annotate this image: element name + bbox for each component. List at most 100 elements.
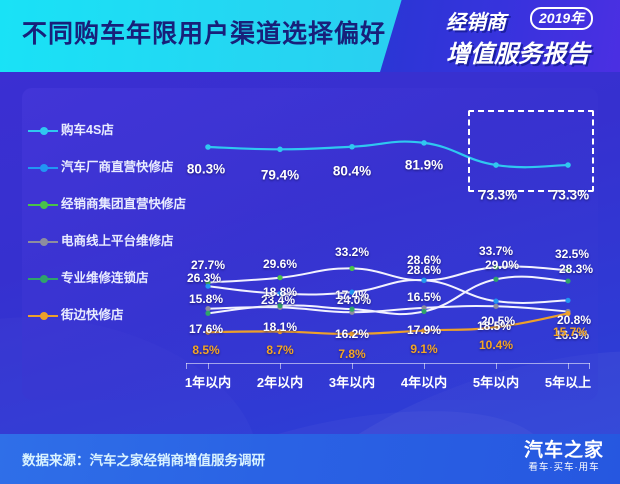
data-point-marker (421, 277, 427, 283)
data-label: 15.7% (552, 324, 588, 339)
data-point-marker (349, 143, 355, 150)
legend-marker-icon (28, 126, 58, 136)
data-point-marker (349, 289, 355, 295)
x-axis-label: 1年以内 (184, 375, 232, 390)
data-point-marker (205, 329, 211, 335)
header-blue-band (380, 0, 620, 72)
data-point-marker (493, 324, 499, 330)
data-point-marker (493, 298, 499, 304)
x-axis-tick (496, 363, 497, 369)
data-label: 27.7% (190, 257, 226, 272)
data-label: 23.4% (260, 292, 296, 307)
data-point-marker (565, 267, 571, 273)
x-axis-label: 3年以内 (328, 375, 376, 390)
data-point-marker (349, 265, 355, 272)
data-point-marker (565, 278, 571, 284)
legend-item-1[interactable]: 汽车厂商直营快修店 (28, 155, 188, 192)
data-label: 80.4% (332, 163, 372, 179)
data-point-marker (493, 276, 499, 282)
data-label: 28.6% (406, 263, 442, 278)
x-axis: 1年以内 2年以内 3年以内 4年以内 5年以内 5年以上 (184, 363, 591, 397)
data-label: 17.6% (188, 321, 224, 336)
x-axis-label: 5年以内 (472, 375, 520, 390)
x-axis-tick (186, 363, 187, 369)
x-axis-label: 4年以内 (400, 375, 448, 390)
x-axis-tick (589, 363, 590, 369)
data-label: 73.3% (478, 187, 518, 203)
series-line-2 (207, 265, 569, 284)
data-label: 8.5% (192, 343, 220, 358)
legend-item-label: 经销商集团直营快修店 (61, 197, 187, 211)
x-axis-tick (424, 363, 425, 369)
x-axis-tick (568, 363, 569, 369)
data-label: 20.8% (556, 313, 592, 328)
data-label: 18.1% (262, 320, 298, 335)
data-point-marker (205, 310, 211, 316)
data-point-marker (493, 264, 499, 270)
data-point-marker (421, 140, 427, 146)
data-label: 18.5% (476, 319, 512, 334)
line-chart: 80.3% 79.4% 80.4% 81.9% 73.3% 73.3% 26.3% 23.4%… (186, 104, 594, 364)
legend-item-label: 电商线上平台维修店 (61, 234, 174, 248)
data-point-marker (205, 306, 211, 312)
data-label: 24.0% (336, 293, 372, 308)
legend-item-label: 汽车厂商直营快修店 (61, 160, 174, 174)
legend-item-label: 街边快修店 (61, 308, 124, 322)
data-label: 81.9% (404, 157, 444, 173)
legend-marker-icon (28, 274, 58, 284)
data-label: 10.4% (478, 338, 514, 353)
data-label: 79.4% (260, 167, 300, 183)
legend-item-5[interactable]: 街边快修店 (28, 303, 188, 340)
data-point-marker (421, 308, 427, 315)
data-label: 29.0% (484, 258, 520, 273)
data-label: 33.2% (334, 245, 370, 260)
legend-marker-icon (28, 163, 58, 173)
brand-logo-tagline: 看车·买车·用车 (528, 462, 600, 473)
legend-item-label: 购车4S店 (61, 123, 114, 137)
data-label: 16.5% (406, 290, 442, 305)
data-label: 29.6% (262, 256, 298, 271)
data-label: 17.4% (334, 288, 370, 303)
data-point-marker (349, 306, 355, 312)
data-point-marker (421, 305, 427, 311)
data-point-marker (421, 327, 427, 334)
brand-logo: 汽车之家 看车·买车·用车 (524, 440, 604, 474)
data-point-marker (349, 331, 355, 337)
data-point-marker (565, 310, 571, 317)
legend-marker-icon (28, 311, 58, 321)
x-axis-label: 2年以内 (256, 375, 304, 390)
data-label: 8.7% (266, 342, 294, 357)
page-title: 不同购车年限用户渠道选择偏好 (22, 20, 387, 48)
data-label: 28.3% (558, 262, 594, 277)
data-point-marker (277, 302, 283, 309)
data-point-marker (277, 328, 283, 335)
legend-item-2[interactable]: 经销商集团直营快修店 (28, 192, 188, 229)
series-line-1 (207, 279, 569, 304)
legend-item-3[interactable]: 电商线上平台维修店 (28, 229, 188, 266)
x-axis-tick (352, 363, 353, 369)
data-label: 16.2% (334, 327, 370, 342)
data-point-marker (565, 162, 571, 168)
legend-marker-icon (28, 237, 58, 247)
data-label: 9.1% (410, 341, 438, 356)
report-badge: 经销商 2019年 增值服务报告 (446, 6, 612, 68)
series-line-0 (206, 140, 570, 169)
badge-line2: 增值服务报告 (446, 41, 590, 68)
legend-item-0[interactable]: 购车4S店 (28, 118, 188, 155)
data-label: 26.3% (186, 271, 222, 286)
data-point-marker (493, 303, 499, 309)
chart-svg (205, 140, 571, 337)
brand-logo-name: 汽车之家 (523, 440, 604, 461)
chart-legend: 购车4S店汽车厂商直营快修店 经销商集团直营快修店 电商线上平台维修店专业维修连锁店… (28, 118, 188, 340)
badge-line1: 经销商 (446, 12, 506, 34)
data-label: 7.8% (338, 346, 366, 361)
data-point-marker (565, 297, 571, 303)
data-point-marker (277, 291, 283, 297)
data-label: 20.5% (480, 314, 516, 329)
data-point-marker (277, 146, 283, 153)
data-point-marker (277, 275, 283, 281)
x-axis-tick (208, 363, 209, 369)
data-label: 15.8% (188, 292, 224, 307)
legend-item-4[interactable]: 专业维修连锁店 (28, 266, 188, 303)
